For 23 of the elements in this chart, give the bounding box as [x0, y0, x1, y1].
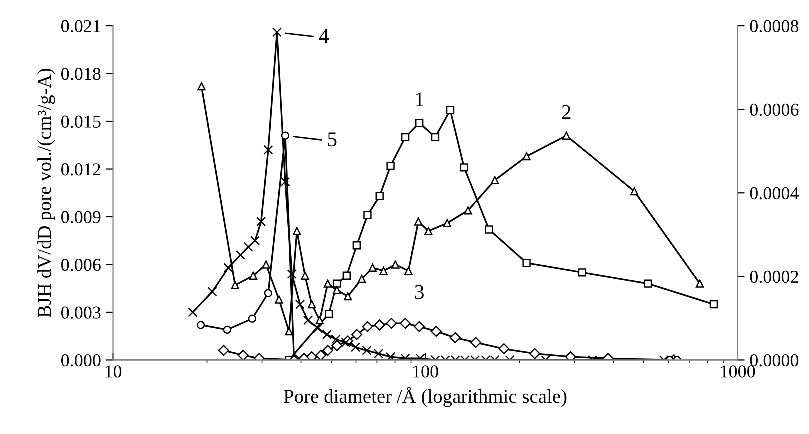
annotation: 2	[562, 105, 571, 120]
y-tick-label: 0.021	[62, 20, 100, 33]
x-axis-title: Pore diameter /Å (logarithmic scale)	[284, 387, 567, 408]
annotation: 3	[415, 285, 424, 300]
y-tick-label: 0.006	[62, 258, 101, 272]
y2-tick-label: 0.0008	[750, 20, 799, 33]
annotation: 5	[328, 132, 337, 147]
y-tick-label: 0.012	[62, 164, 100, 176]
annotation: 1	[416, 92, 424, 106]
y-tick-label: 0.018	[62, 68, 101, 80]
annotation: 4	[319, 29, 329, 43]
y2-tick-label: 0.0006	[750, 104, 799, 116]
y2-tick-label: 0.0004	[750, 187, 799, 200]
y-tick-label: 0.000	[62, 354, 101, 367]
y2-tick-label: 0.0002	[750, 270, 798, 284]
y-tick-label: 0.009	[62, 211, 101, 224]
y-axis-title: BJH dV/dD pore vol./(cm³/g-A)	[38, 69, 56, 318]
x-tick-label: 1000	[721, 366, 756, 378]
x-tick-label: 10	[106, 366, 122, 378]
y-tick-label: 0.015	[62, 116, 101, 128]
y-tick-label: 0.003	[62, 306, 101, 319]
x-tick-label: 100	[414, 366, 438, 378]
y2-tick-label: 0.0000	[750, 354, 799, 367]
